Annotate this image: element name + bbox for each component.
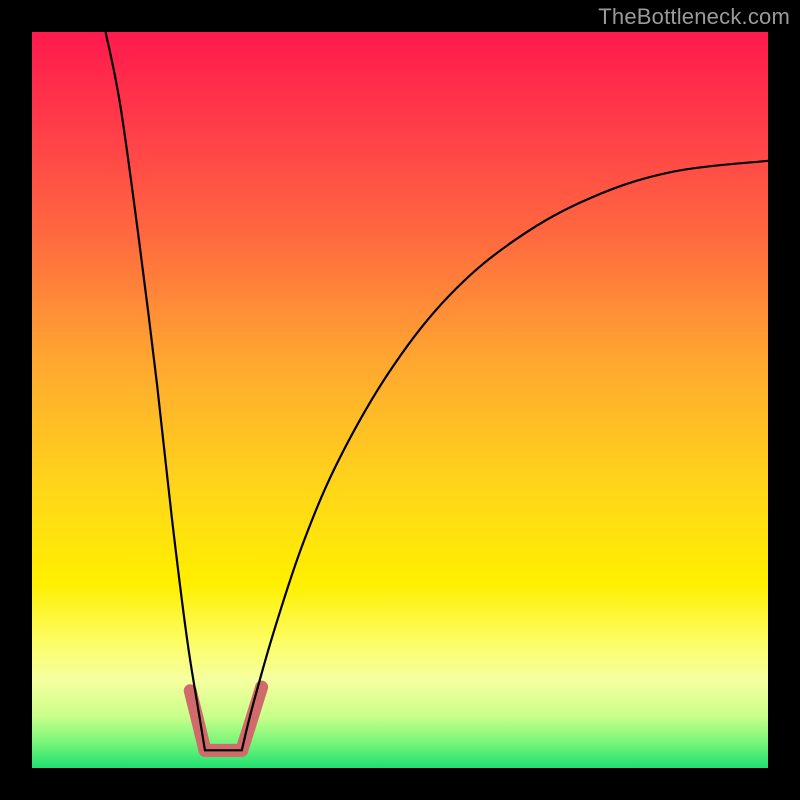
curve-layer	[32, 32, 768, 768]
bottleneck-curve	[106, 32, 768, 750]
watermark-text: TheBottleneck.com	[598, 4, 790, 30]
chart-stage: TheBottleneck.com	[0, 0, 800, 800]
